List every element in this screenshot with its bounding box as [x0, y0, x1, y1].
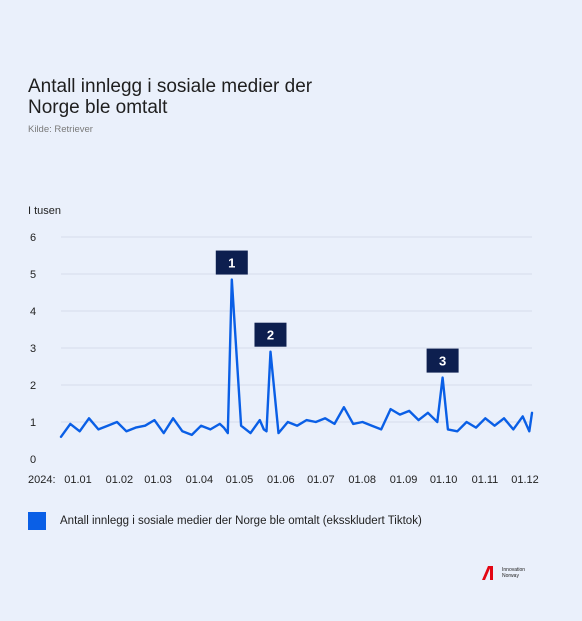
x-tick-label: 01.09 [390, 474, 418, 486]
y-tick-label: 6 [30, 232, 36, 244]
x-tick-label: 01.05 [226, 474, 254, 486]
x-tick-label: 01.01 [64, 474, 92, 486]
y-axis-unit-label: I tusen [28, 205, 62, 217]
annotations: 1 2 3 [215, 250, 459, 373]
x-tick-label: 01.12 [511, 474, 539, 486]
legend-swatch [28, 512, 46, 530]
annotation-label: 1 [228, 256, 235, 271]
x-tick-labels: 2024: 01.01 01.02 01.03 01.04 01.05 01.06 01.07… [28, 474, 539, 486]
y-tick-label: 0 [30, 454, 36, 466]
series-lines [59, 278, 534, 438]
x-axis-year-prefix: 2024: [28, 474, 56, 486]
logo-line-2: Norway [502, 573, 519, 579]
grid-lines [61, 236, 532, 423]
innovation-norway-logo-icon [482, 566, 493, 580]
y-tick-label: 5 [30, 269, 36, 281]
x-tick-label: 01.03 [144, 474, 172, 486]
annotation-label: 2 [267, 328, 274, 343]
logo-wordmark: Innovation Norway [502, 567, 525, 579]
annotation-box [215, 250, 248, 275]
chart-source: Kilde: Retriever [28, 124, 93, 135]
y-tick-labels: 0 1 2 3 4 5 6 [30, 232, 36, 466]
x-tick-label: 01.04 [186, 474, 214, 486]
x-tick-label: 01.02 [106, 474, 134, 486]
annotation-box [426, 348, 459, 373]
legend: Antall innlegg i sosiale medier der Norg… [28, 512, 422, 530]
legend-label: Antall innlegg i sosiale medier der Norg… [60, 515, 422, 527]
y-tick-label: 1 [30, 417, 36, 429]
x-tick-label: 01.08 [348, 474, 376, 486]
innovation-norway-logo: Innovation Norway [481, 565, 525, 581]
y-tick-label: 4 [30, 306, 36, 318]
x-tick-label: 01.07 [307, 474, 335, 486]
annotation-label: 3 [439, 354, 446, 369]
y-tick-label: 2 [30, 380, 36, 392]
logo-line-1: Innovation [502, 567, 526, 573]
x-tick-label: 01.11 [472, 474, 499, 486]
y-tick-label: 3 [30, 343, 36, 355]
x-tick-label: 01.10 [430, 474, 458, 486]
annotation-box [254, 322, 287, 347]
chart-title: Antall innlegg i sosiale medier der Norg… [28, 76, 313, 118]
series-line [59, 278, 534, 438]
x-tick-label: 01.06 [267, 474, 295, 486]
